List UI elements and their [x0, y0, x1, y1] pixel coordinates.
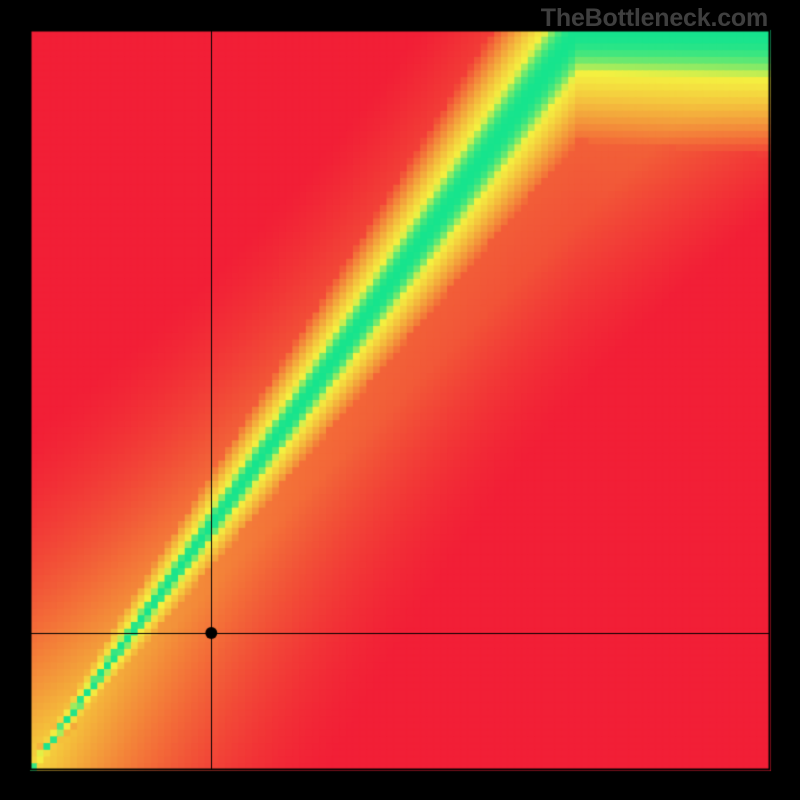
chart-container: TheBottleneck.com: [0, 0, 800, 800]
watermark-text: TheBottleneck.com: [541, 4, 768, 33]
bottleneck-heatmap: [0, 0, 800, 800]
